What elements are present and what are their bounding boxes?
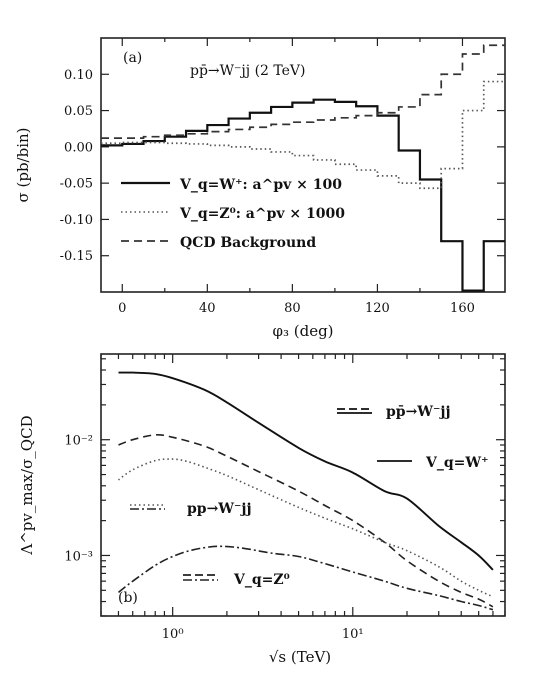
series-b-pp-W [118,458,494,598]
y-tick-label: 0.05 [64,104,93,119]
x-tick-label: 40 [199,301,216,316]
x-tick-label: 80 [284,301,301,316]
panel-a-legend: V_q=W⁺: a^pv × 100 V_q=Z⁰: a^pv × 1000 Q… [121,177,345,251]
series-b-pp-Z [117,545,494,611]
y-tick-label: 0.00 [64,140,93,155]
x-tick-label: 0 [118,301,126,316]
legend-b-z-text: V_q=Z⁰ [233,572,290,588]
x-tick-label: 120 [365,301,390,316]
panel-b-legend: pp̄→W⁻jj V_q=W⁺ pp→W⁻jj V_q=Z⁰ [130,404,489,588]
series-b-ppbar-W [118,371,494,571]
legend-b-pp-text: pp→W⁻jj [187,501,252,517]
panel-a: 0 40 80 120 160 0.10 0.05 0.00 -0.05 -0.10 -0.15 (… [14,37,506,340]
legend-b-w-text: V_q=W⁺ [425,455,489,471]
y-tick-label: -0.15 [60,249,93,264]
y-tick-label: 0.10 [64,68,93,83]
panel-b-label: (b) [118,590,138,606]
x-tick-label: 10⁰ [162,627,184,642]
panel-a-frame [100,37,506,293]
panel-b-frame [100,353,506,617]
legend-b-ppbar-text: pp̄→W⁻jj [386,404,451,420]
series-a-dotted [101,80,505,190]
y-tick-label: 10⁻² [64,434,93,449]
y-tick-label: -0.10 [60,213,93,228]
panel-b-series [117,371,494,611]
y-tick-label: -0.05 [60,177,93,192]
panel-b-ticks: 10⁰ 10¹ 10⁻² 10⁻³ [64,354,506,642]
y-tick-label: 10⁻³ [64,549,93,564]
panel-a-ticks: 0 40 80 120 160 0.10 0.05 0.00 -0.05 -0.10 -0.15 [60,38,505,316]
series-b-ppbar-Z [118,434,494,608]
x-tick-label: 10¹ [342,627,364,642]
panel-b-ylabel: Λ^pv_max/σ_QCD [18,415,36,555]
panel-a-ylabel: σ (pb/bin) [14,127,32,202]
panel-a-xlabel: φ₃ (deg) [272,322,333,340]
x-tick-label: 160 [450,301,475,316]
panel-b-xlabel: √s (TeV) [269,648,331,666]
panel-b: 10⁰ 10¹ 10⁻² 10⁻³ (b) pp̄→W⁻jj V_q=W⁺ pp→W⁻… [18,353,506,666]
legend-a-w-text: V_q=W⁺: a^pv × 100 [179,177,342,193]
series-a-solid [101,98,505,292]
legend-a-qcd-text: QCD Background [180,235,316,251]
legend-a-z-text: V_q=Z⁰: a^pv × 1000 [179,206,345,222]
series-a-dashed [101,44,505,139]
panel-a-label: (a) [123,50,142,66]
panel-a-series [101,44,505,292]
panel-a-title: pp̄→W⁻jj (2 TeV) [190,63,306,79]
